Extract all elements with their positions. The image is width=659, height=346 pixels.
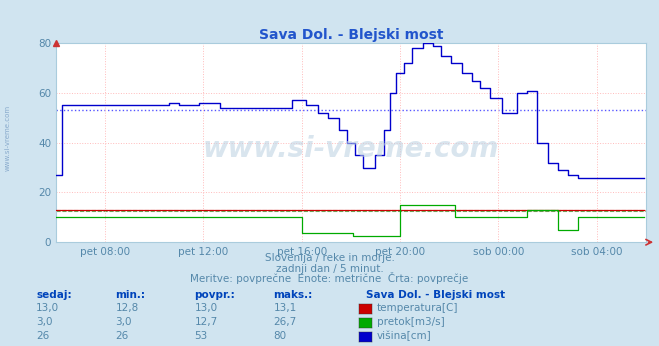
Text: zadnji dan / 5 minut.: zadnji dan / 5 minut. xyxy=(275,264,384,274)
Text: 3,0: 3,0 xyxy=(36,317,53,327)
Text: 13,1: 13,1 xyxy=(273,303,297,313)
Text: temperatura[C]: temperatura[C] xyxy=(377,303,459,313)
Text: www.si-vreme.com: www.si-vreme.com xyxy=(203,135,499,163)
Title: Sava Dol. - Blejski most: Sava Dol. - Blejski most xyxy=(259,28,443,42)
Text: 13,0: 13,0 xyxy=(194,303,217,313)
Text: www.si-vreme.com: www.si-vreme.com xyxy=(5,105,11,172)
Text: 13,0: 13,0 xyxy=(36,303,59,313)
Text: 80: 80 xyxy=(273,331,287,341)
Text: 26: 26 xyxy=(36,331,49,341)
Text: maks.:: maks.: xyxy=(273,290,313,300)
Text: Sava Dol. - Blejski most: Sava Dol. - Blejski most xyxy=(366,290,505,300)
Text: Meritve: povprečne  Enote: metrične  Črta: povprečje: Meritve: povprečne Enote: metrične Črta:… xyxy=(190,272,469,284)
Text: povpr.:: povpr.: xyxy=(194,290,235,300)
Text: pretok[m3/s]: pretok[m3/s] xyxy=(377,317,445,327)
Text: 12,8: 12,8 xyxy=(115,303,138,313)
Text: 53: 53 xyxy=(194,331,208,341)
Text: 26,7: 26,7 xyxy=(273,317,297,327)
Text: 26: 26 xyxy=(115,331,129,341)
Text: min.:: min.: xyxy=(115,290,146,300)
Text: višina[cm]: višina[cm] xyxy=(377,331,432,341)
Text: 12,7: 12,7 xyxy=(194,317,217,327)
Text: Slovenija / reke in morje.: Slovenija / reke in morje. xyxy=(264,253,395,263)
Text: sedaj:: sedaj: xyxy=(36,290,72,300)
Text: 3,0: 3,0 xyxy=(115,317,132,327)
